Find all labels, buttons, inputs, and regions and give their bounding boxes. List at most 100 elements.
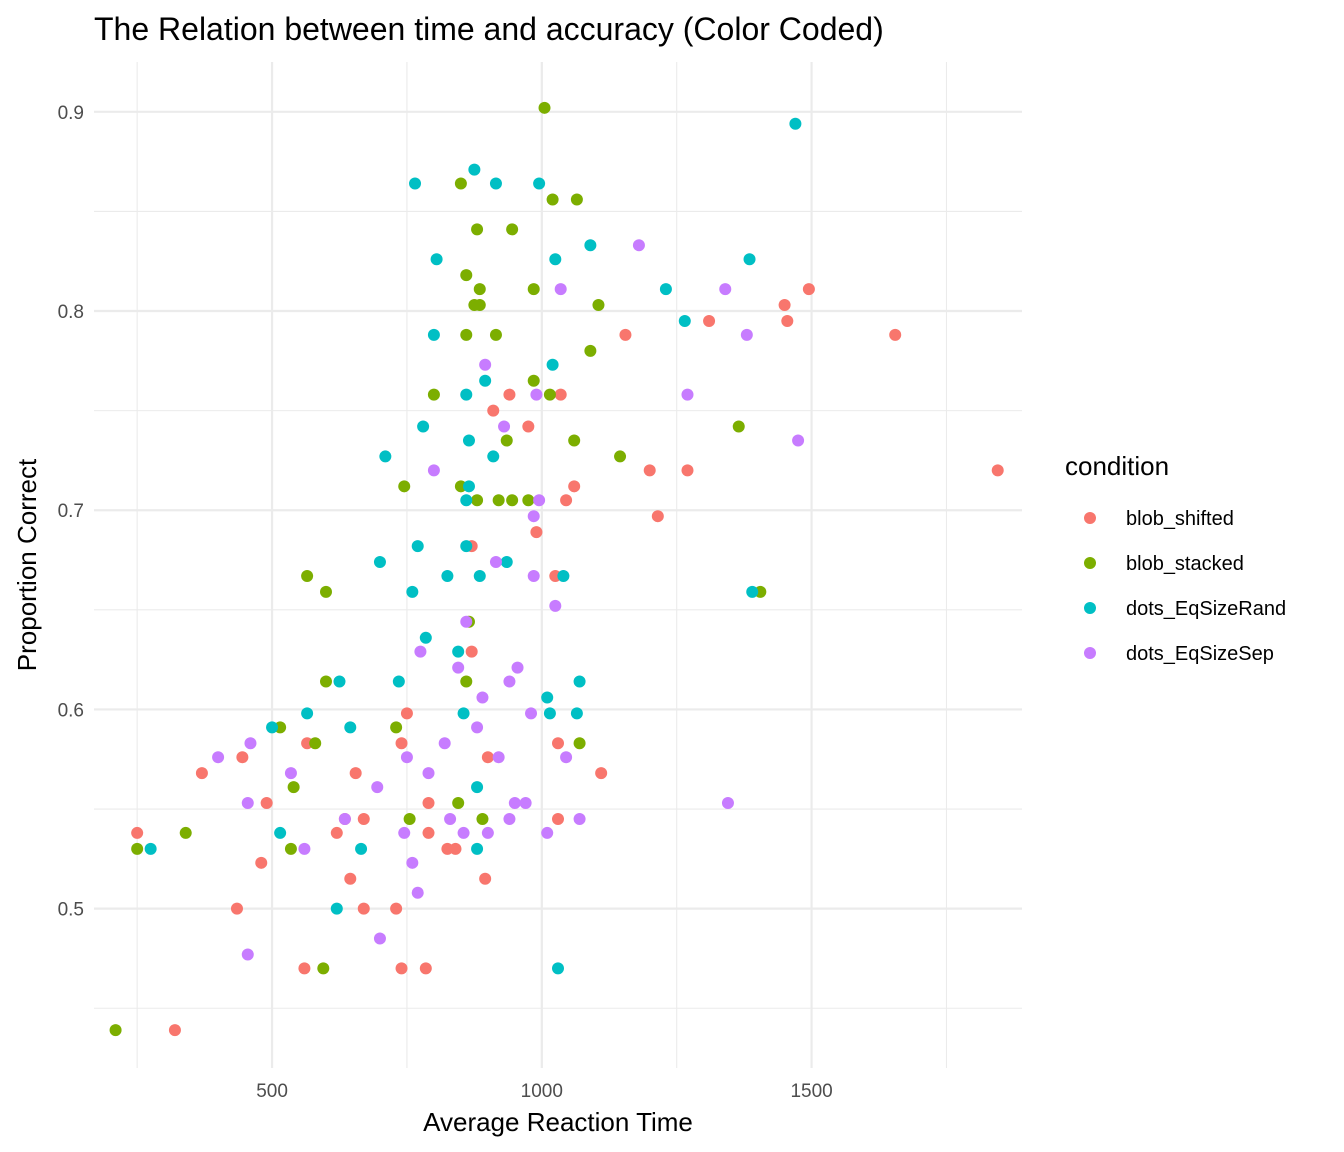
x-tick-label: 500 (256, 1081, 288, 1102)
data-point-dots_EqSizeRand (489, 177, 502, 190)
legend-label-blob_stacked: blob_stacked (1126, 553, 1244, 575)
data-point-dots_EqSizeRand (543, 707, 556, 720)
data-point-dots_EqSizeSep (241, 948, 254, 961)
data-point-blob_stacked (179, 826, 192, 839)
data-point-dots_EqSizeSep (503, 675, 516, 688)
data-point-blob_stacked (538, 101, 551, 114)
x-tick-label: 1500 (790, 1081, 832, 1102)
x-tick-label: 1000 (521, 1081, 563, 1102)
y-axis-title: Proportion Correct (12, 458, 42, 671)
legend-title: condition (1065, 451, 1169, 481)
data-point-dots_EqSizeSep (489, 556, 502, 569)
data-point-blob_shifted (479, 872, 492, 885)
data-point-dots_EqSizeRand (430, 253, 443, 266)
data-point-blob_stacked (573, 737, 586, 750)
data-point-dots_EqSizeRand (330, 902, 343, 915)
data-point-dots_EqSizeRand (460, 494, 473, 507)
data-point-dots_EqSizeRand (266, 721, 279, 734)
data-point-dots_EqSizeRand (274, 826, 287, 839)
data-point-blob_shifted (422, 797, 435, 810)
data-point-dots_EqSizeSep (400, 751, 413, 764)
data-point-dots_EqSizeSep (530, 388, 543, 401)
data-point-dots_EqSizeRand (743, 253, 756, 266)
data-point-blob_stacked (489, 328, 502, 341)
data-point-dots_EqSizeSep (298, 842, 311, 855)
data-point-blob_stacked (732, 420, 745, 433)
data-point-blob_stacked (471, 223, 484, 236)
data-point-dots_EqSizeSep (452, 661, 465, 674)
data-point-blob_shifted (344, 872, 357, 885)
data-point-dots_EqSizeRand (557, 569, 570, 582)
data-point-dots_EqSizeRand (462, 480, 475, 493)
data-point-blob_shifted (552, 812, 564, 825)
data-point-dots_EqSizeSep (241, 797, 254, 810)
data-point-dots_EqSizeSep (444, 812, 457, 825)
x-axis-title: Average Reaction Time (423, 1107, 693, 1137)
data-point-dots_EqSizeSep (541, 826, 554, 839)
data-point-dots_EqSizeSep (481, 826, 494, 839)
data-point-dots_EqSizeRand (462, 434, 475, 447)
data-point-dots_EqSizeSep (527, 569, 540, 582)
data-point-blob_stacked (309, 737, 322, 750)
data-point-blob_stacked (109, 1024, 122, 1037)
data-point-dots_EqSizeRand (452, 645, 465, 658)
data-point-dots_EqSizeSep (573, 812, 586, 825)
data-point-blob_shifted (503, 388, 516, 401)
data-point-blob_stacked (320, 585, 332, 598)
data-point-dots_EqSizeSep (373, 932, 386, 945)
data-point-blob_shifted (781, 314, 794, 327)
data-point-dots_EqSizeSep (681, 388, 694, 401)
data-point-blob_stacked (460, 328, 473, 341)
data-point-blob_stacked (492, 494, 505, 507)
data-point-blob_shifted (889, 328, 902, 341)
data-point-blob_shifted (554, 388, 567, 401)
data-point-dots_EqSizeRand (678, 314, 691, 327)
data-point-blob_shifted (487, 404, 500, 417)
data-point-blob_shifted (330, 826, 343, 839)
data-point-blob_stacked (522, 494, 535, 507)
legend-key-dots_EqSizeSep (1084, 647, 1096, 659)
data-point-dots_EqSizeRand (441, 569, 454, 582)
data-point-blob_shifted (255, 856, 268, 869)
data-point-blob_stacked (390, 721, 403, 734)
data-point-blob_shifted (595, 767, 608, 780)
data-point-dots_EqSizeRand (392, 675, 405, 688)
data-point-dots_EqSizeSep (721, 797, 734, 810)
data-point-dots_EqSizeSep (511, 661, 524, 674)
data-point-blob_stacked (131, 842, 144, 855)
data-point-dots_EqSizeSep (740, 328, 753, 341)
legend-label-blob_shifted: blob_shifted (1126, 508, 1234, 530)
data-point-dots_EqSizeRand (541, 691, 554, 704)
data-point-blob_stacked (317, 962, 330, 975)
data-point-dots_EqSizeRand (487, 450, 500, 463)
data-point-blob_shifted (230, 902, 243, 915)
data-point-blob_shifted (298, 962, 311, 975)
data-point-dots_EqSizeSep (560, 751, 573, 764)
data-point-blob_shifted (778, 299, 791, 312)
data-point-dots_EqSizeSep (471, 721, 484, 734)
data-point-blob_shifted (349, 767, 362, 780)
data-point-dots_EqSizeSep (527, 510, 540, 523)
data-point-dots_EqSizeRand (144, 842, 157, 855)
data-point-blob_shifted (643, 464, 656, 477)
data-point-blob_shifted (991, 464, 1004, 477)
data-point-dots_EqSizeRand (659, 283, 672, 296)
data-point-blob_shifted (802, 283, 815, 296)
data-point-dots_EqSizeRand (417, 420, 430, 433)
data-point-blob_shifted (449, 842, 462, 855)
y-tick-label: 0.8 (58, 302, 84, 323)
data-point-dots_EqSizeSep (525, 707, 538, 720)
data-point-blob_stacked (584, 344, 597, 357)
data-point-blob_stacked (460, 675, 473, 688)
data-point-dots_EqSizeRand (355, 842, 368, 855)
data-point-dots_EqSizeRand (301, 707, 314, 720)
data-point-dots_EqSizeRand (411, 540, 424, 553)
legend: condition blob_shifted blob_stacked dots_E… (1065, 451, 1286, 665)
data-point-blob_stacked (320, 675, 332, 688)
data-point-blob_shifted (357, 812, 370, 825)
data-point-dots_EqSizeSep (533, 494, 546, 507)
data-point-blob_shifted (481, 751, 494, 764)
data-point-dots_EqSizeRand (373, 556, 386, 569)
